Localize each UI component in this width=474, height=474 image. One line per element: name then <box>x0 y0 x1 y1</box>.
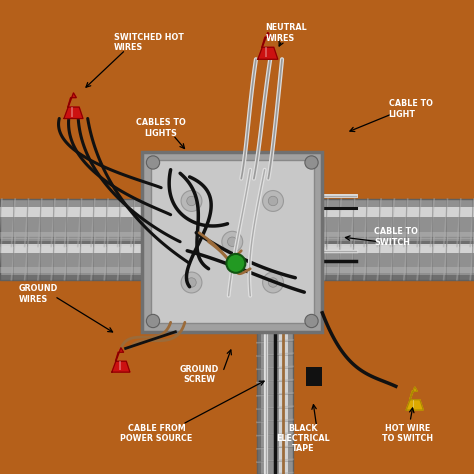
Bar <box>151 160 314 323</box>
Text: NEUTRAL
WIRES: NEUTRAL WIRES <box>265 24 307 43</box>
Circle shape <box>181 191 202 211</box>
Bar <box>313 207 474 217</box>
Circle shape <box>263 191 283 211</box>
Circle shape <box>146 314 160 328</box>
Polygon shape <box>258 32 278 59</box>
Text: SWITCHED HOT
WIRES: SWITCHED HOT WIRES <box>114 33 183 52</box>
Bar <box>257 322 293 474</box>
Bar <box>0 267 152 273</box>
Bar <box>279 322 288 474</box>
Circle shape <box>227 254 246 273</box>
Bar <box>118 361 120 370</box>
Circle shape <box>146 156 160 169</box>
Bar <box>313 232 474 239</box>
Bar <box>313 244 474 253</box>
Bar <box>0 274 152 280</box>
Bar <box>313 237 474 280</box>
Circle shape <box>222 231 243 252</box>
Bar <box>71 107 73 117</box>
Bar <box>313 274 474 280</box>
Bar <box>0 241 152 246</box>
Text: BLACK
ELECTRICAL
TAPE: BLACK ELECTRICAL TAPE <box>276 424 330 453</box>
Text: CABLE TO
LIGHT: CABLE TO LIGHT <box>389 100 433 118</box>
Text: CABLES TO
LIGHTS: CABLES TO LIGHTS <box>137 118 186 137</box>
Circle shape <box>305 314 318 328</box>
Polygon shape <box>112 348 130 372</box>
Bar <box>0 199 152 246</box>
Bar <box>306 367 322 386</box>
Circle shape <box>187 196 196 206</box>
Bar <box>0 232 152 239</box>
Circle shape <box>181 272 202 293</box>
Bar <box>265 47 267 57</box>
Bar <box>257 322 261 474</box>
Text: GROUND
SCREW: GROUND SCREW <box>180 365 219 384</box>
Bar <box>313 199 474 246</box>
Text: CABLE FROM
POWER SOURCE: CABLE FROM POWER SOURCE <box>120 424 192 443</box>
Bar <box>0 237 152 280</box>
Circle shape <box>268 278 278 287</box>
Circle shape <box>305 156 318 169</box>
Circle shape <box>187 278 196 287</box>
Circle shape <box>268 196 278 206</box>
Polygon shape <box>406 387 423 410</box>
Circle shape <box>228 237 237 246</box>
Polygon shape <box>64 93 83 118</box>
Bar <box>0 207 152 217</box>
Bar <box>313 241 474 246</box>
Bar <box>0 244 152 253</box>
Bar <box>142 152 322 332</box>
Bar <box>413 400 414 408</box>
Circle shape <box>263 272 283 293</box>
Bar <box>313 267 474 273</box>
Text: GROUND
WIRES: GROUND WIRES <box>19 284 58 303</box>
Text: HOT WIRE
TO SWITCH: HOT WIRE TO SWITCH <box>382 424 433 443</box>
Text: CABLE TO
SWITCH: CABLE TO SWITCH <box>374 228 419 246</box>
